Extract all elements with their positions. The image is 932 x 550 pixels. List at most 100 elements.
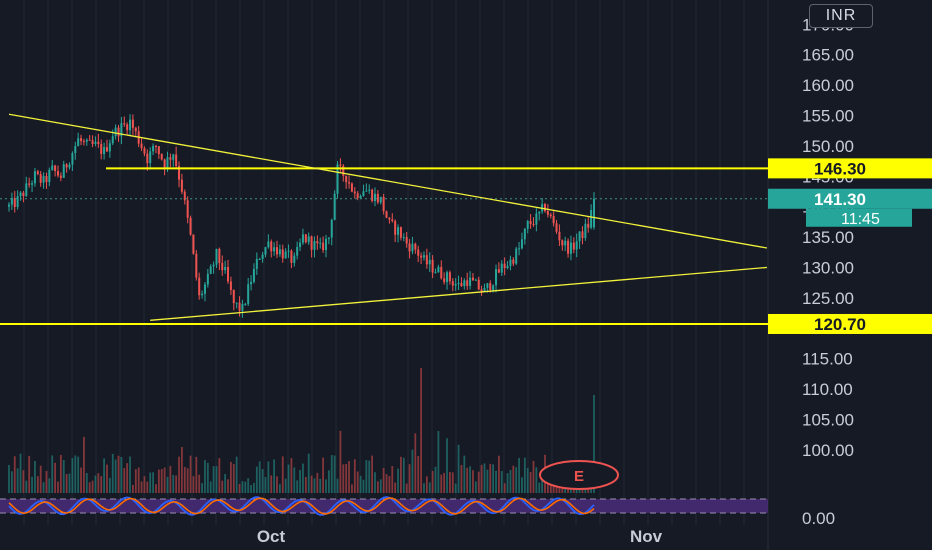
support-badge-label: 120.70: [814, 315, 866, 334]
volume-bar: [218, 458, 221, 493]
volume-bar: [541, 473, 544, 493]
candle-body: [497, 269, 500, 273]
candle-body: [227, 266, 230, 282]
candle-body: [405, 237, 408, 244]
volume-bar: [535, 467, 538, 493]
candle-body: [91, 140, 94, 144]
candle-body: [172, 154, 175, 160]
candle-body: [362, 191, 365, 196]
candle-body: [105, 147, 108, 152]
candle-body: [97, 141, 100, 144]
candle-body: [581, 231, 584, 239]
volume-bar: [414, 433, 417, 493]
volume-bar: [443, 472, 446, 493]
volume-bar: [293, 467, 296, 493]
price-axis-label: 105.00: [802, 410, 854, 429]
volume-bar: [42, 482, 45, 493]
candle-body: [10, 197, 13, 205]
volume-bar: [486, 469, 489, 493]
volume-bar: [172, 474, 175, 493]
time-axis[interactable]: Oct Nov: [257, 527, 663, 546]
candle-body: [520, 239, 523, 249]
candle-body: [509, 259, 512, 266]
volume-bar: [374, 472, 376, 493]
candle-body: [592, 198, 596, 228]
candle-body: [114, 127, 117, 137]
volume-bar: [276, 476, 278, 493]
volume-bar: [22, 470, 25, 493]
candle-body: [198, 277, 201, 296]
volume-bar: [255, 466, 258, 493]
candle-body: [399, 227, 402, 238]
volume-bar: [212, 466, 215, 493]
candle-body: [88, 139, 91, 141]
ascending-trendline: [150, 266, 767, 321]
currency-button[interactable]: INR: [809, 4, 873, 28]
candle-body: [169, 157, 172, 160]
volume-bar: [117, 455, 120, 493]
volume-bar: [290, 458, 293, 493]
candle-body: [195, 253, 198, 278]
volume-bar: [402, 457, 405, 493]
candle-body: [224, 266, 227, 271]
volume-bar: [25, 480, 28, 493]
price-axis[interactable]: 170.00165.00160.00155.00150.00145.00140.…: [802, 15, 854, 528]
candle-body: [31, 183, 34, 185]
volume-bar: [477, 471, 480, 493]
volume-bar: [322, 457, 325, 493]
candle-body: [221, 262, 224, 271]
candle-body: [215, 248, 218, 265]
candle-body: [552, 216, 555, 224]
volume-bar: [480, 464, 483, 493]
volume-bar: [388, 476, 391, 493]
candle-body: [299, 242, 302, 247]
volume-bar: [385, 474, 388, 493]
volume-bar: [80, 467, 82, 493]
candle-body: [587, 223, 590, 228]
volume-bar: [339, 430, 342, 493]
candle-body: [414, 243, 417, 250]
candle-body: [353, 191, 356, 194]
candle-body: [186, 200, 189, 218]
volume-bar: [431, 470, 434, 493]
candle-body: [252, 268, 255, 282]
candle-body: [319, 242, 322, 244]
candle-body: [301, 234, 304, 243]
candle-body: [480, 289, 483, 292]
volume-bar: [126, 463, 129, 493]
volume-bar: [62, 460, 65, 493]
candle-body: [232, 289, 235, 304]
price-axis-label: 165.00: [802, 46, 854, 65]
volume-bar: [495, 470, 497, 493]
volume-bar: [54, 462, 57, 493]
earnings-marker-circle[interactable]: [539, 460, 619, 490]
candle-body: [154, 145, 157, 147]
candle-body: [555, 223, 558, 232]
candle-body: [348, 182, 351, 184]
volume-bar: [460, 464, 463, 493]
volume-bar: [270, 475, 273, 493]
volume-bar: [411, 449, 414, 493]
earnings-marker[interactable]: E: [539, 460, 619, 490]
indicator-axis-label: 0.00: [802, 509, 835, 528]
candle-body: [394, 221, 397, 235]
volume-bar: [532, 460, 535, 493]
candle-body: [402, 237, 405, 239]
candle-body: [385, 211, 388, 218]
volume-bar: [28, 455, 31, 493]
candle-body: [572, 242, 575, 250]
candle-body: [324, 238, 328, 251]
volume-bar: [382, 468, 385, 493]
volume-bar: [31, 476, 33, 493]
volume-bar: [57, 481, 59, 493]
candle-body: [108, 143, 111, 152]
candle-body: [307, 236, 310, 243]
candle-body: [575, 241, 578, 250]
support-badge-box: [768, 313, 932, 334]
candle-body: [54, 165, 57, 172]
volume-bar: [512, 465, 515, 493]
candle-body: [126, 124, 129, 131]
stochastic-pane: [0, 496, 768, 516]
volume-bar: [229, 461, 232, 493]
